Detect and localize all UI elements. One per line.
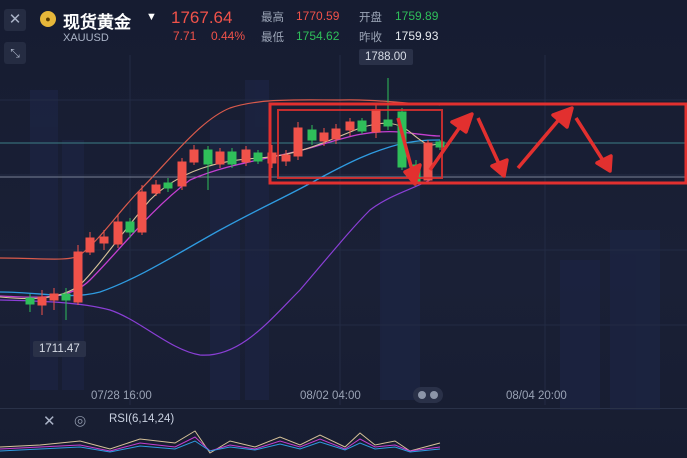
grid-lines [0, 55, 687, 405]
chart-scroll-handle[interactable] [413, 387, 443, 403]
low-value: 1754.62 [296, 29, 340, 43]
last-price: 1767.64 [171, 8, 233, 27]
low-label: 最低 [261, 30, 284, 44]
x-axis-label-2: 08/02 04:00 [300, 390, 361, 402]
price-change: 7.71 [173, 29, 197, 43]
close-icon[interactable]: ✕ [4, 9, 26, 31]
high-value: 1770.59 [296, 9, 340, 23]
range-box-inner [277, 109, 443, 179]
price-change-percent: 0.44% [211, 29, 246, 43]
rsi-lines [0, 430, 441, 454]
rsi-label: RSI(6,14,24) [109, 413, 175, 425]
low-marker: 1711.47 [33, 341, 86, 357]
x-axis-label-3: 08/04 20:00 [506, 390, 567, 402]
range-box-outer [268, 102, 687, 185]
caret-down-icon[interactable]: ▼ [146, 11, 157, 23]
x-axis-label-1: 07/28 16:00 [91, 390, 152, 402]
open-value: 1759.89 [395, 9, 439, 23]
close-icon[interactable]: ✕ [43, 413, 56, 430]
symbol-name[interactable]: 现货黄金 [63, 13, 131, 33]
bollinger-lower-line [0, 179, 431, 356]
high-marker: 1788.00 [359, 49, 413, 65]
high-label: 最高 [261, 10, 284, 24]
collapse-icon[interactable]: ⤡ [4, 42, 26, 64]
open-label: 开盘 [359, 10, 382, 24]
prev-close-label: 昨收 [359, 30, 382, 44]
arrow-annotations [396, 106, 613, 186]
rsi-panel [0, 408, 687, 458]
eye-icon[interactable]: ◎ [74, 412, 87, 428]
candles [25, 78, 445, 320]
prev-close-value: 1759.93 [395, 29, 439, 43]
symbol-code: XAUUSD [63, 32, 109, 44]
gold-coin-icon: ● [40, 11, 56, 27]
